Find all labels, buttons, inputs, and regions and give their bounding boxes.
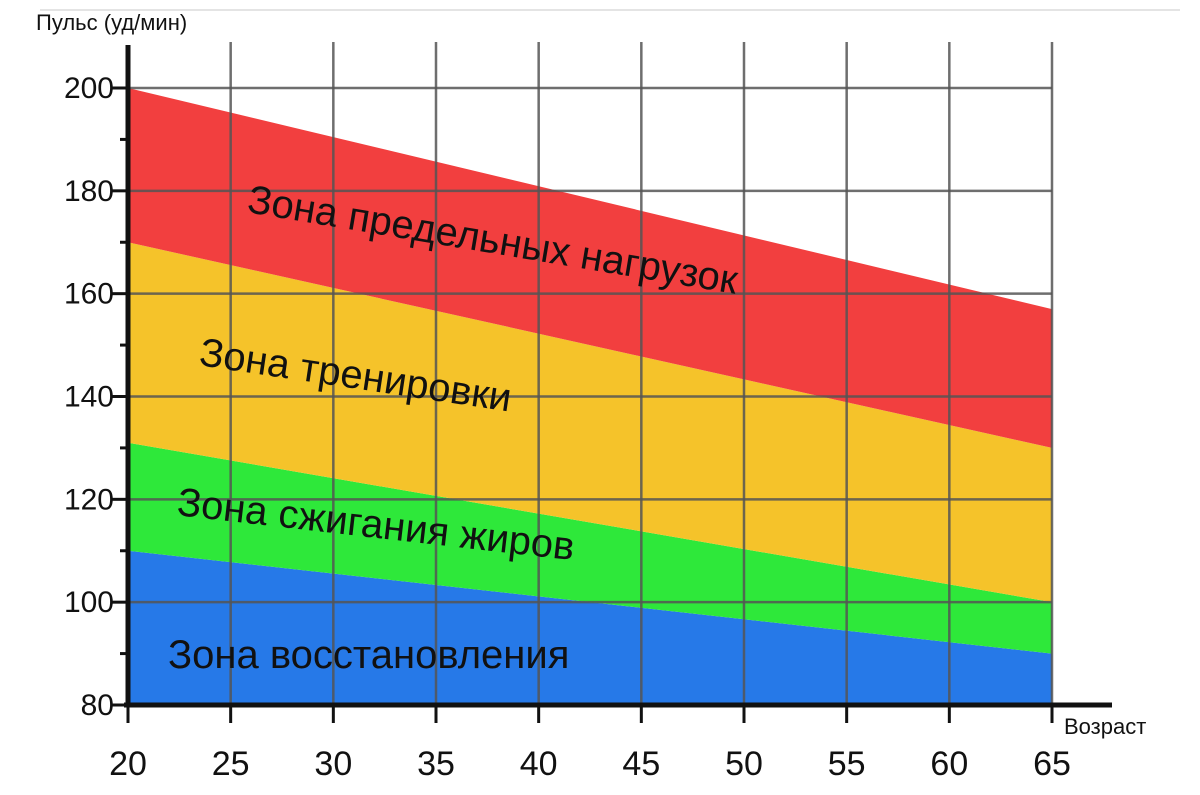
x-tick-label: 30 [314,745,352,783]
y-tick-label: 140 [64,381,114,414]
zone-area-1 [128,550,1052,705]
axes-layer [124,45,1112,708]
x-tick-label: 55 [828,745,866,783]
zones-layer [128,88,1052,705]
zone-area-3 [128,242,1052,603]
grid-layer [128,42,1054,705]
y-tick-label: 180 [64,175,114,208]
y-axis-label: Пульс (уд/мин) [36,10,187,35]
x-tick-label: 35 [417,745,455,783]
x-tick-label: 25 [212,745,250,783]
x-tick-label: 40 [520,745,558,783]
y-tick-label: 120 [64,483,114,516]
zone-area-4 [128,88,1052,448]
x-axis-label: Возраст [1064,714,1146,739]
y-tick-label: 80 [81,689,114,722]
x-tick-label: 45 [622,745,660,783]
zone-area-2 [128,442,1052,654]
y-tick-label: 160 [64,278,114,311]
x-tick-label: 50 [725,745,763,783]
y-tick-label: 100 [64,586,114,619]
x-tick-label: 20 [109,745,147,783]
x-tick-label: 65 [1033,745,1071,783]
ticks-layer [112,86,1054,723]
y-tick-label: 200 [64,72,114,105]
zone-label-1: Зона восстановления [168,633,569,677]
x-tick-label: 60 [930,745,968,783]
